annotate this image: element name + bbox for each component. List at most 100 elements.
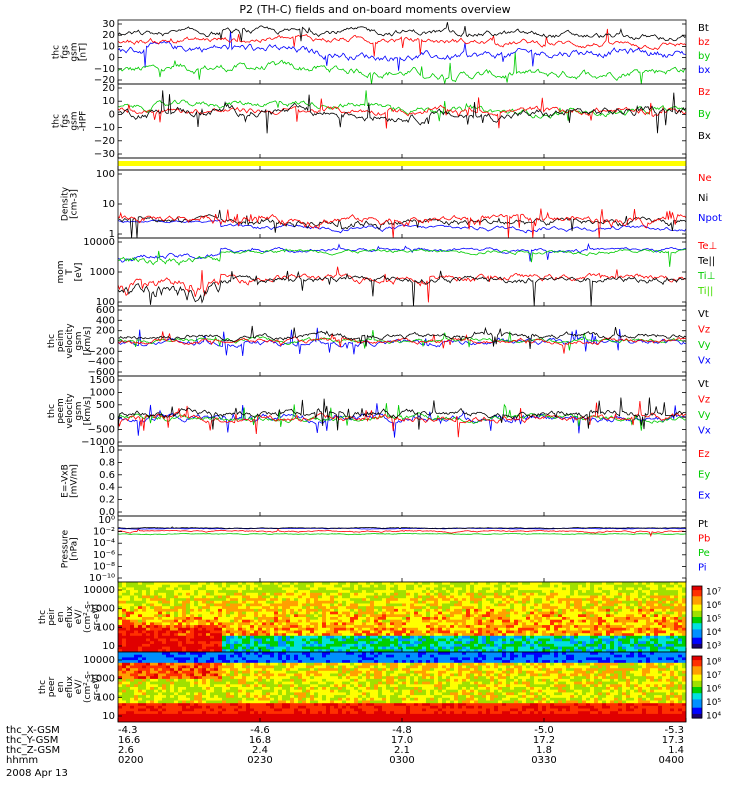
legend-item: Ey: [698, 470, 710, 481]
legend-item: bx: [698, 65, 710, 76]
ephemeris-value: 2.1: [394, 745, 410, 756]
y-axis-label: thc: [47, 334, 57, 348]
y-tick-label: 100: [96, 297, 115, 308]
ephemeris-value: 1.8: [536, 745, 552, 756]
y-axis-label: gsm: [74, 331, 84, 350]
legend-item: By: [698, 109, 711, 120]
colorbar-10: 10⁸ 10⁷ 10⁶ 10⁵ 10⁴: [691, 655, 721, 722]
legend-item: Pi: [698, 563, 707, 574]
y-axis-label: fgs: [61, 114, 71, 128]
series-line: [118, 528, 686, 538]
legend-1: Bz By Bx: [698, 87, 711, 142]
y-tick-label: 0.4: [99, 482, 115, 493]
y-axis-label: [nPa]: [70, 537, 80, 560]
legend-item: Te⊥: [697, 241, 717, 252]
y-axis-label: sr-eV): [92, 674, 102, 700]
ephemeris-value: -4.8: [392, 725, 412, 736]
y-axis-label: gsm: [74, 401, 84, 420]
y-axis-label: Pressure: [61, 529, 71, 568]
colorbar-tick-label: 10⁶: [706, 601, 721, 611]
y-tick-label: 100: [96, 622, 115, 633]
legend-item: Bx: [698, 131, 711, 142]
panel-4: 10000 1000 100 mom T [eV] Te⊥ Te|| Ti⊥ Ti||: [56, 237, 717, 308]
ephemeris-value: -4.6: [250, 725, 270, 736]
y-tick-label: 100: [96, 169, 115, 180]
y-tick-label: −20: [94, 75, 115, 86]
series-line: [118, 400, 686, 438]
legend-item: Ez: [698, 449, 710, 460]
panel-10: 10⁸ 10⁷ 10⁶ 10⁵ 10⁴ 10000 1000 100 10 thc peer en ef…: [38, 651, 721, 723]
y-tick-label: 20: [102, 30, 115, 41]
y-tick-label: −10: [94, 64, 115, 75]
panel-6-plot: [118, 397, 686, 438]
panel-0-plot: [118, 22, 686, 84]
y-axis-label: thc: [47, 404, 57, 418]
y-axis-label: mom: [56, 260, 66, 283]
series-line: [118, 22, 686, 42]
y-tick-label: 1.0: [99, 445, 115, 456]
ephemeris-value: 0330: [531, 755, 556, 766]
y-axis-label: peir: [47, 608, 57, 626]
y-axis-label: sr-eV): [92, 604, 102, 630]
y-tick-label: 10000: [83, 585, 115, 596]
y-axis-label: T: [65, 269, 75, 276]
y-tick-label: 0.6: [99, 470, 115, 481]
mode-bar: [118, 161, 686, 166]
y-tick-label: 10000: [83, 237, 115, 248]
y-tick-label: 10⁻¹⁰: [89, 573, 115, 584]
y-tick-label: −500: [88, 425, 115, 436]
panel-9-plot: [118, 582, 686, 652]
y-tick-label: 10⁻²: [93, 527, 115, 538]
colorbar-9: 10⁷ 10⁶ 10⁵ 10⁴ 10³: [691, 585, 721, 652]
legend-item: Ti||: [697, 286, 713, 297]
y-tick-label: 0: [109, 412, 115, 423]
y-axis-label: thc: [52, 45, 62, 59]
ephemeris-value: 16.6: [118, 735, 140, 746]
legend-item: Vt: [698, 379, 709, 390]
colorbar-tick-label: 10⁷: [706, 588, 721, 598]
legend-0: Bt bz by bx: [698, 23, 710, 76]
panel-frame: [117, 445, 687, 517]
ephemeris-row-label: hhmm: [6, 755, 38, 766]
legend-item: Vy: [698, 340, 711, 351]
series-line: [118, 325, 686, 350]
legend-item: Ni: [698, 193, 708, 204]
y-axis-label: (cm²-s-: [83, 671, 93, 703]
y-axis-label: (cm²-s-: [83, 601, 93, 633]
colorbar-tick-label: 10⁸: [706, 658, 721, 668]
legend-item: bz: [698, 37, 710, 48]
y-axis-label: peem: [56, 398, 66, 424]
series-line: [118, 248, 686, 267]
y-axis-label: thc: [52, 114, 62, 128]
colorbar-tick-label: 10⁶: [706, 685, 721, 695]
ephemeris-value: 2.4: [252, 745, 268, 756]
y-tick-label: −10: [94, 123, 115, 134]
y-tick-label: 10: [102, 41, 115, 52]
y-axis-label: [mV/m]: [70, 464, 80, 498]
y-axis-label: thc: [38, 680, 48, 694]
y-tick-label: 10: [102, 96, 115, 107]
ephemeris-value: 0300: [389, 755, 414, 766]
panel-3: 100 10 1 Density [cm-3] Ne Ni Npot: [61, 169, 722, 240]
panel-8-plot: [118, 526, 686, 538]
y-tick-label: 0.2: [99, 495, 115, 506]
legend-item: Vx: [698, 356, 711, 367]
y-tick-label: 10: [102, 641, 115, 652]
panel-5-plot: [118, 325, 686, 356]
y-tick-label: −600: [88, 367, 115, 378]
y-tick-label: 500: [96, 400, 115, 411]
y-tick-label: 10⁰: [98, 515, 115, 526]
series-line: [118, 527, 686, 530]
panel-10-plot: [118, 652, 686, 722]
y-axis-label: eV/: [74, 679, 84, 695]
y-tick-label: 1000: [90, 674, 115, 685]
legend-item: Ex: [698, 490, 710, 501]
panel-frame: [117, 19, 687, 85]
legend-item: Vz: [698, 325, 710, 336]
panel-frame: [117, 515, 687, 583]
y-tick-label: 100: [96, 692, 115, 703]
y-axis-label: gsm: [70, 42, 80, 61]
ephemeris-value: -4.3: [118, 725, 138, 736]
